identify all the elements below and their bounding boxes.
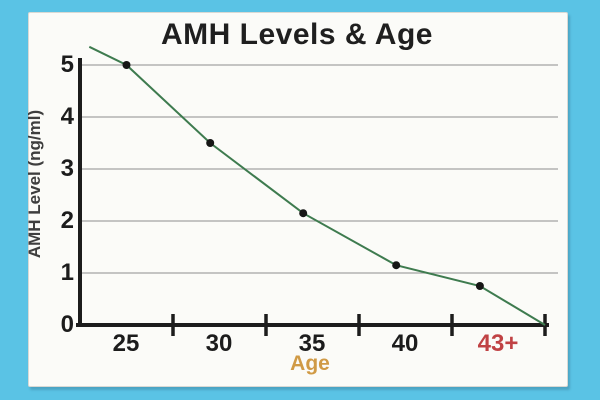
x-tick-label-30: 30	[205, 330, 233, 357]
amh-trend-line	[88, 45, 546, 326]
y-tick-label-0: 0	[60, 311, 74, 338]
y-tick-label-4: 4	[60, 103, 74, 130]
y-tick-label-2: 2	[60, 207, 74, 234]
x-axis-title: Age	[290, 352, 330, 375]
y-tick-label-3: 3	[60, 155, 74, 182]
data-point-dot	[206, 139, 215, 147]
chart-title: AMH Levels & Age	[161, 18, 433, 51]
x-tick-label-35: 35	[298, 330, 326, 357]
y-tick-label-1: 1	[60, 259, 74, 286]
data-point-dot	[392, 261, 401, 270]
data-point-dot	[299, 209, 308, 218]
x-tick-label-25: 25	[112, 330, 140, 357]
x-axis-ticks	[171, 314, 547, 336]
gridlines	[80, 64, 558, 274]
x-tick-label-43plus: 43+	[477, 330, 519, 357]
data-point-dot	[475, 282, 484, 290]
data-point-dot	[122, 61, 131, 69]
y-tick-label-5: 5	[60, 51, 74, 78]
data-points	[122, 61, 484, 290]
y-axis-title: AMH Level (ng/ml)	[25, 109, 44, 259]
x-tick-label-40: 40	[391, 330, 419, 357]
